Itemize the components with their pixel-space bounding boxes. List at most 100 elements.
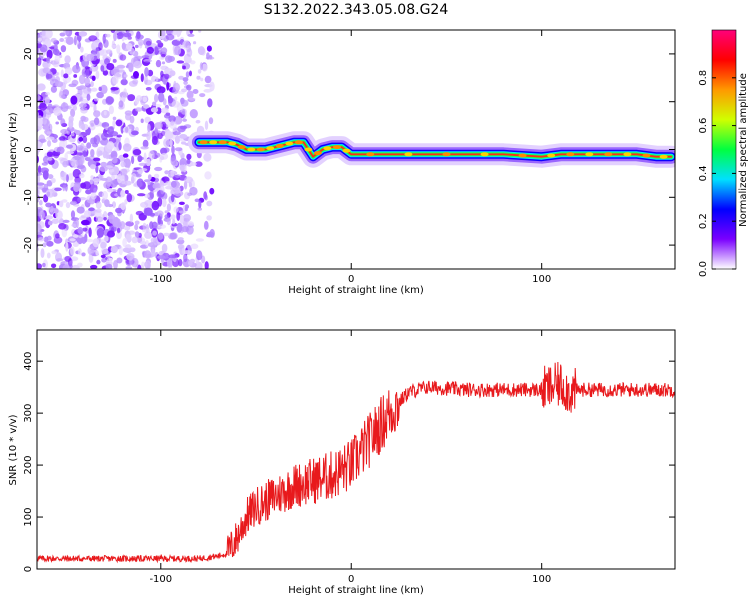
noise-speck xyxy=(161,47,168,55)
noise-speck xyxy=(80,182,87,189)
colorbar-tick-label: 0.0 xyxy=(698,261,709,277)
noise-speck xyxy=(169,232,178,240)
noise-speck xyxy=(209,187,215,195)
noise-speck xyxy=(73,35,77,46)
noise-speck xyxy=(126,252,135,261)
noise-speck xyxy=(37,231,43,236)
noise-speck xyxy=(188,97,196,101)
noise-speck xyxy=(203,152,212,162)
noise-speck xyxy=(107,188,114,193)
noise-speck xyxy=(159,154,163,163)
noise-speck xyxy=(138,162,148,166)
noise-speck xyxy=(187,93,191,97)
noise-speck xyxy=(118,100,124,108)
noise-speck xyxy=(66,144,73,149)
noise-speck xyxy=(96,51,100,60)
noise-speck xyxy=(182,258,191,268)
noise-speck xyxy=(204,120,209,130)
noise-speck xyxy=(127,94,136,102)
noise-speck xyxy=(166,216,171,226)
noise-speck xyxy=(55,258,64,262)
noise-speck xyxy=(104,235,109,242)
noise-speck xyxy=(37,110,39,120)
noise-speckle xyxy=(32,30,675,269)
noise-speck xyxy=(147,174,152,181)
noise-speck xyxy=(176,30,181,38)
noise-speck xyxy=(50,85,58,93)
snr-y-tick-label: 400 xyxy=(23,352,34,371)
noise-speck xyxy=(204,171,212,180)
noise-speck xyxy=(72,241,79,247)
noise-speck xyxy=(60,102,69,113)
noise-speck xyxy=(171,145,175,155)
noise-speck xyxy=(158,232,164,240)
noise-speck xyxy=(169,70,176,77)
noise-speck xyxy=(39,138,47,143)
noise-speck xyxy=(112,75,119,85)
noise-speck xyxy=(155,76,159,82)
noise-speck xyxy=(71,202,77,206)
noise-speck xyxy=(144,193,150,198)
noise-speck xyxy=(37,246,40,253)
colorbar-ticks: 0.0 0.2 0.4 0.6 0.8 xyxy=(698,29,737,277)
noise-speck xyxy=(116,257,123,264)
noise-speck xyxy=(124,190,129,194)
trace-hotspot xyxy=(266,146,275,151)
noise-speck xyxy=(32,119,36,122)
trace-hotspot xyxy=(547,153,556,158)
noise-speck xyxy=(80,46,84,53)
noise-speck xyxy=(37,83,46,91)
noise-speck xyxy=(37,174,41,183)
noise-speck xyxy=(90,122,95,127)
noise-speck xyxy=(32,143,35,147)
noise-speck xyxy=(171,39,181,46)
noise-speck xyxy=(137,193,146,197)
noise-speck xyxy=(200,77,204,82)
noise-speck xyxy=(131,155,135,165)
noise-speck xyxy=(182,77,189,82)
noise-speck xyxy=(38,200,43,206)
noise-speck xyxy=(183,80,188,85)
noise-speck xyxy=(93,181,99,186)
noise-speck xyxy=(95,201,102,209)
noise-speck xyxy=(37,172,43,176)
noise-speck xyxy=(103,110,107,116)
noise-speck xyxy=(61,227,68,238)
noise-speck xyxy=(196,250,203,261)
noise-speck xyxy=(147,181,151,186)
noise-speck xyxy=(90,164,96,170)
noise-speck xyxy=(113,260,118,269)
noise-speck xyxy=(33,175,37,184)
noise-speck xyxy=(145,40,152,46)
noise-speck xyxy=(101,132,108,141)
noise-speck xyxy=(105,263,113,269)
noise-speck xyxy=(156,86,166,94)
noise-speck xyxy=(120,174,126,185)
noise-speck xyxy=(47,157,53,161)
noise-speck xyxy=(48,123,53,132)
noise-speck xyxy=(59,200,64,208)
noise-speck xyxy=(75,152,84,156)
noise-speck xyxy=(58,223,67,230)
noise-speck xyxy=(121,42,126,50)
snr-y-tick-label: 100 xyxy=(23,507,34,526)
noise-speck xyxy=(124,199,128,205)
noise-speck xyxy=(129,213,134,223)
noise-speck xyxy=(176,60,185,64)
noise-speck xyxy=(193,41,197,45)
noise-speck xyxy=(108,168,115,173)
noise-speck xyxy=(144,260,151,269)
noise-speck xyxy=(90,81,94,88)
noise-speck xyxy=(154,166,163,172)
noise-speck xyxy=(37,141,43,149)
noise-speck xyxy=(79,237,88,243)
noise-speck xyxy=(197,69,202,74)
noise-speck xyxy=(195,238,204,242)
snr-y-tick-label: 300 xyxy=(23,404,34,423)
noise-speck xyxy=(149,221,154,230)
noise-speck xyxy=(125,233,132,242)
noise-speck xyxy=(131,257,139,268)
noise-speck xyxy=(44,38,52,48)
noise-speck xyxy=(74,31,80,36)
noise-speck xyxy=(174,174,181,179)
